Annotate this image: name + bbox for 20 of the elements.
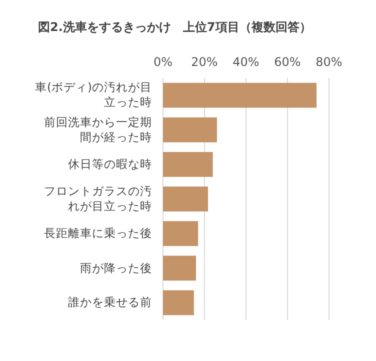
- x-tick-label: 0%: [153, 55, 173, 69]
- y-tick-label: 長距離車に乗った後: [43, 226, 152, 242]
- y-tick-label: 雨が降った後: [79, 260, 152, 276]
- y-tick-label: 車(ボディ)の汚れが目立った時: [34, 80, 152, 110]
- chart-title: 図2.洗車をするきっかけ 上位7項目（複数回答）: [38, 19, 312, 36]
- y-tick-label: 前回洗車から一定期間が経った時: [43, 114, 152, 145]
- x-tick-label: 60%: [274, 55, 301, 69]
- bar: [163, 290, 194, 316]
- y-tick-label: 誰かを乗せる前: [67, 295, 152, 310]
- bar: [163, 117, 217, 142]
- x-tick-label: 40%: [232, 55, 260, 69]
- bar: [163, 256, 196, 281]
- y-tick-label: 休日等の暇な時: [67, 156, 152, 172]
- bar: [163, 186, 208, 212]
- bar: [163, 221, 198, 246]
- x-tick-label: 80%: [316, 55, 342, 69]
- x-tick-label: 20%: [191, 55, 218, 69]
- bar: [163, 82, 317, 108]
- bar: [163, 152, 213, 177]
- y-tick-label: フロントガラスの汚れが目立った時: [43, 184, 152, 214]
